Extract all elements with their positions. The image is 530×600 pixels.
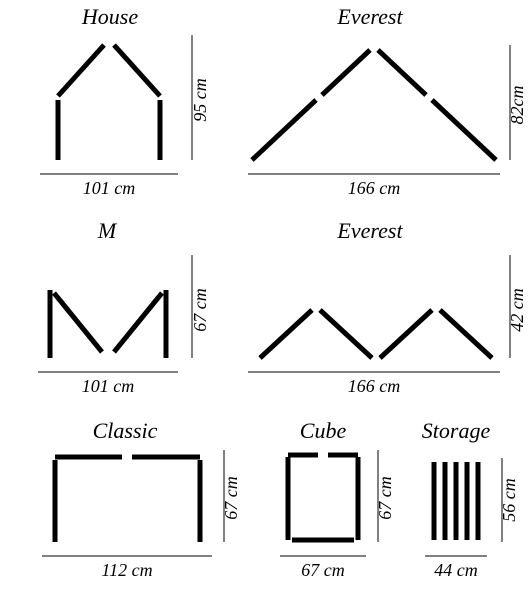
everest1-right-upper [378,50,426,95]
everest2-title: Everest [336,218,403,243]
m-height-label: 67 cm [190,288,210,332]
everest2-p1-left [260,310,312,358]
house-title: House [81,4,138,29]
shape-everest1: Everest 166 cm 82cm [248,4,527,198]
house-roof-right [114,45,160,96]
m-diag-left [54,293,102,352]
cube-title: Cube [300,418,347,443]
m-title: M [97,218,118,243]
house-roof-left [58,45,104,96]
everest2-height-label: 42 cm [507,288,527,332]
m-diag-right [114,293,162,352]
everest2-p2-right [440,310,492,358]
everest1-height-label: 82cm [507,86,527,125]
classic-width-label: 112 cm [101,560,152,580]
shape-classic: Classic 112 cm 67 cm [42,418,241,580]
storage-height-label: 56 cm [499,478,519,522]
classic-height-label: 67 cm [221,476,241,520]
diagram-canvas: House 101 cm 95 cm Everest 166 cm 82cm M [0,0,530,600]
shape-cube: Cube 67 cm 67 cm [280,418,395,580]
everest2-p2-left [380,310,432,358]
shape-house: House 101 cm 95 cm [40,4,210,198]
classic-title: Classic [93,418,158,443]
shape-storage: Storage 44 cm 56 cm [422,418,519,580]
everest1-left-lower [252,100,316,160]
everest1-width-label: 166 cm [348,178,401,198]
storage-width-label: 44 cm [434,560,478,580]
house-height-label: 95 cm [190,78,210,122]
everest2-p1-right [320,310,372,358]
cube-width-label: 67 cm [301,560,345,580]
shape-everest2: Everest 166 cm 42 cm [248,218,527,396]
storage-title: Storage [422,418,491,443]
everest1-left-upper [322,50,370,95]
cube-height-label: 67 cm [375,476,395,520]
everest1-title: Everest [336,4,403,29]
shape-m: M 101 cm 67 cm [38,218,210,396]
m-width-label: 101 cm [82,376,135,396]
everest1-right-lower [432,100,496,160]
house-width-label: 101 cm [83,178,136,198]
everest2-width-label: 166 cm [348,376,401,396]
